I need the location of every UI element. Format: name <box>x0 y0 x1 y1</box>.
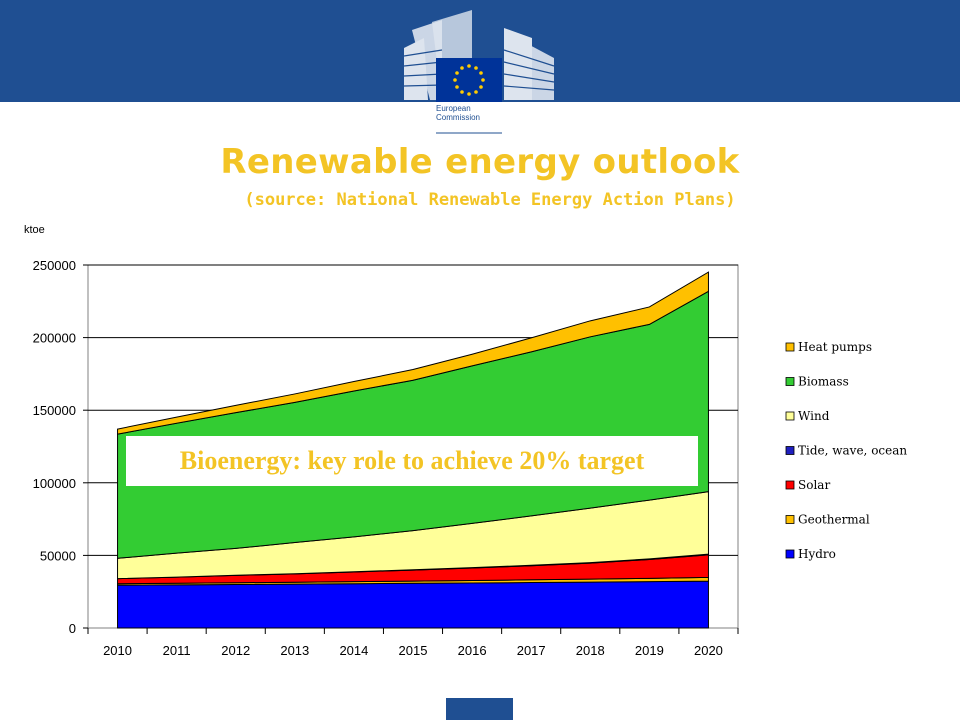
x-tick-label: 2013 <box>280 643 309 658</box>
legend-swatch <box>785 480 795 490</box>
x-tick-label: 2016 <box>458 643 487 658</box>
x-tick-label: 2014 <box>339 643 368 658</box>
legend-label: Biomass <box>798 375 849 389</box>
x-tick-label: 2011 <box>163 643 191 658</box>
logo-text: European Commission <box>436 104 556 122</box>
x-tick-label: 2012 <box>221 643 250 658</box>
y-tick-label: 150000 <box>33 403 76 418</box>
legend-label: Solar <box>798 478 830 492</box>
legend-label: Wind <box>798 409 830 423</box>
annotation-text: Bioenergy: key role to achieve 20% targe… <box>179 446 645 475</box>
x-tick-label: 2020 <box>694 643 723 658</box>
x-tick-label: 2010 <box>103 643 132 658</box>
legend-swatch <box>785 377 795 386</box>
legend-swatch <box>785 411 795 421</box>
footer-flag <box>446 698 513 720</box>
legend-label: Heat pumps <box>798 340 872 354</box>
y-tick-label: 200000 <box>33 331 76 346</box>
legend-swatch <box>785 342 795 352</box>
legend-label: Hydro <box>798 547 836 561</box>
x-tick-label: 2015 <box>399 643 428 658</box>
slide-subtitle: (source: National Renewable Energy Actio… <box>244 190 736 210</box>
x-tick-label: 2017 <box>517 643 546 658</box>
area-series-hydro <box>117 580 709 629</box>
x-tick-label: 2018 <box>576 643 605 658</box>
y-tick-label: 100000 <box>33 476 76 491</box>
european-commission-logo: European Commission <box>392 0 570 140</box>
legend-label: Geothermal <box>798 513 870 527</box>
y-tick-label: 0 <box>69 621 76 636</box>
legend-swatch <box>785 446 795 455</box>
commission-building-icon <box>403 10 555 134</box>
logo-line-2: Commission <box>436 113 481 122</box>
y-tick-label: 50000 <box>40 548 76 563</box>
annotation-box: Bioenergy: key role to achieve 20% targe… <box>126 436 698 486</box>
y-unit-label: ktoe <box>24 224 45 236</box>
legend-swatch <box>785 515 795 524</box>
area-series-heat-pumps <box>117 271 709 435</box>
x-tick-label: 2019 <box>635 643 664 658</box>
legend-label: Tide, wave, ocean <box>798 444 907 458</box>
logo-line-1: European <box>436 104 471 113</box>
y-tick-label: 250000 <box>33 258 76 273</box>
slide-title: Renewable energy outlook <box>220 142 740 182</box>
legend-swatch <box>785 549 795 559</box>
